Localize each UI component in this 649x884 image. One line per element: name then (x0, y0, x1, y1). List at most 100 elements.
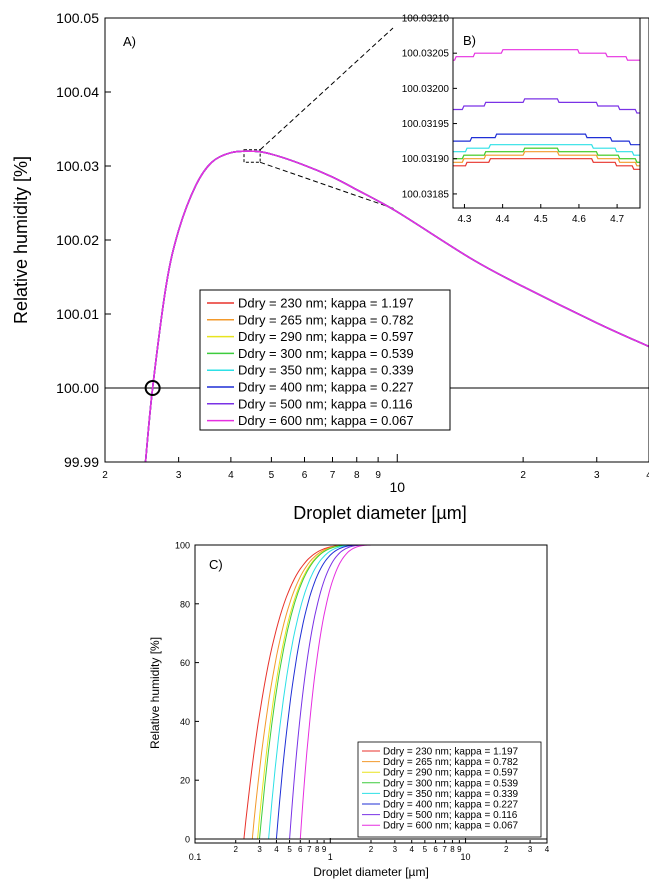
panel-b-series-line (453, 158, 640, 170)
panel-c-legend-label: Ddry = 300 nm; kappa = 0.539 (383, 778, 519, 789)
panel-b-series-line (453, 49, 640, 61)
panel-a-x-tick-label: 4 (228, 470, 234, 481)
panel-a-y-tick-label: 99.99 (64, 454, 99, 470)
panel-c-legend-box (357, 741, 542, 838)
panel-a-legend-label: Ddry = 500 nm; kappa = 0.116 (238, 396, 413, 411)
panel-b-frame (452, 17, 641, 209)
panel-a-x-tick-label: 8 (354, 470, 360, 481)
panel-a-legend-label: Ddry = 265 nm; kappa = 0.782 (238, 312, 414, 327)
panel-c-x-minor-tick-label: 7 (307, 845, 312, 854)
panel-b-x-tick-label: 4.6 (572, 214, 586, 225)
panel-c-y-tick-label: 40 (180, 717, 190, 727)
panel-c-x-major-tick-label: 1 (328, 852, 333, 862)
panel-c-x-minor-tick-label: 2 (233, 845, 238, 854)
panel-a-y-ticks: 100.05 100.04 100.03 100.02 100.01 100.00 99.9… (56, 10, 111, 470)
panel-a-legend-label: Ddry = 350 nm; kappa = 0.339 (238, 363, 414, 378)
panel-a-legend-label: Ddry = 230 nm; kappa = 1.197 (238, 296, 414, 311)
panel-b-curves (453, 49, 640, 170)
panel-c-x-minor-tick-label: 3 (393, 845, 398, 854)
panel-c-legend-label: Ddry = 500 nm; kappa = 0.116 (383, 810, 518, 821)
panel-a-legend-label: Ddry = 600 nm; kappa = 0.067 (238, 413, 414, 428)
panel-c-legend-label: Ddry = 600 nm; kappa = 0.067 (383, 821, 519, 832)
panel-c-x-minor-tick-label: 5 (423, 845, 428, 854)
panel-c-x-minor-tick-label: 3 (257, 845, 262, 854)
panel-c-x-minor-tick-label: 2 (504, 845, 509, 854)
panel-a-y-axis-label: Relative humidity [%] (11, 156, 31, 324)
panel-a-x-tick-label: 7 (330, 470, 336, 481)
panel-c-x-minor-tick-label: 2 (369, 845, 374, 854)
panel-a-y-tick-label: 100.03 (56, 158, 99, 174)
panel-a-series-line (144, 150, 649, 463)
panel-c-x-major-tick-label: 10 (461, 852, 471, 862)
panel-c-x-minor-tick-label: 6 (298, 845, 303, 854)
panel-a-label: A) (123, 34, 136, 49)
panel-c-legend-label: Ddry = 290 nm; kappa = 0.597 (383, 768, 519, 779)
panel-c-x-minor-tick-label: 7 (442, 845, 447, 854)
panel-b-y-tick-label: 100.03190 (402, 154, 450, 165)
panel-a-zoom-box (243, 149, 261, 163)
panel-b-y-tick-label: 100.03185 (402, 189, 450, 200)
panel-a-x-tick-label: 10 (389, 479, 405, 495)
panel-c-x-axis-label: Droplet diameter [µm] (313, 865, 429, 879)
panel-b-series-line (453, 98, 640, 114)
panel-a-marked-point (144, 380, 161, 396)
panel-b-x-tick-label: 4.4 (496, 214, 510, 225)
panel-b-series-line (453, 133, 640, 146)
panel-a-legend-box (199, 289, 451, 431)
panel-c-x-minor-tick-label: 4 (274, 845, 279, 854)
panel-a-y-tick-label: 100.00 (56, 380, 99, 396)
panel-c-y-tick-label: 80 (180, 599, 190, 609)
panel-a-x-axis-label: Droplet diameter [µm] (293, 503, 466, 523)
panel-c-x-minor-tick-label: 9 (322, 845, 327, 854)
panel-a-x-tick-label: 9 (375, 470, 381, 481)
panel-c-y-tick-label: 0 (185, 835, 190, 845)
panel-c-x-minor-tick-label: 3 (528, 845, 533, 854)
panel-b-x-tick-label: 4.3 (457, 214, 471, 225)
panel-a-x-tick-label: 6 (302, 470, 308, 481)
panel-a-x-tick-label: 3 (594, 470, 600, 481)
panel-c-y-tick-label: 100 (175, 541, 190, 551)
panel-b-x-tick-label: 4.7 (610, 214, 624, 225)
panel-a-x-ticks: 2 3 4 5 6 7 8 9 10 2 3 4 (102, 454, 649, 495)
panel-c-x-ticks: 0.1 1 102 3 4 5 6 7 8 9 2 3 4 5 6 7 8 9 2 3 4 (189, 838, 550, 862)
panel-b-x-ticks: 4.3 4.4 4.5 4.6 4.7 (457, 204, 624, 225)
panel-a-x-tick-label: 4 (646, 470, 649, 481)
panel-a-zoom-connector (259, 27, 394, 151)
panel-c-legend-label: Ddry = 350 nm; kappa = 0.339 (383, 789, 519, 800)
panel-c-y-ticks: 100 80 60 40 20 0 (175, 541, 199, 845)
panel-a-x-tick-label: 2 (102, 470, 108, 481)
panel-b-y-tick-label: 100.03205 (402, 49, 450, 60)
panel-a-y-tick-label: 100.04 (56, 84, 99, 100)
panel-a-y-tick-label: 100.01 (56, 306, 99, 322)
panel-c-legend-label: Ddry = 230 nm; kappa = 1.197 (383, 747, 519, 758)
panel-b-x-tick-label: 4.5 (534, 214, 548, 225)
panel-c-y-tick-label: 20 (180, 776, 190, 786)
panel-c-x-major-tick-label: 0.1 (189, 852, 202, 862)
panel-b-y-ticks: 100.03210 100.03205 100.03200 100.03195 100.… (402, 14, 457, 200)
panel-b-y-tick-label: 100.03210 (402, 14, 450, 25)
panel-a: 100.05 100.04 100.03 100.02 100.01 100.00 99.9… (11, 10, 649, 523)
panel-c-x-minor-tick-label: 8 (315, 845, 320, 854)
panel-a-zoom-lines (259, 27, 396, 210)
panel-a-zoom-connector (259, 161, 396, 210)
panel-a-legend-label: Ddry = 290 nm; kappa = 0.597 (238, 329, 414, 344)
panel-b-inset: 100.03210 100.03205 100.03200 100.03195 100.… (402, 14, 641, 225)
panel-c-label: C) (209, 557, 223, 572)
panel-b-y-tick-label: 100.03195 (402, 119, 450, 130)
panel-c-x-minor-tick-label: 9 (457, 845, 462, 854)
panel-b-y-tick-label: 100.03200 (402, 84, 450, 95)
panel-c-x-minor-tick-label: 5 (287, 845, 292, 854)
panel-b-series-line (453, 147, 640, 163)
panel-b-label: B) (463, 33, 476, 48)
panel-c-legend-label: Ddry = 265 nm; kappa = 0.782 (383, 757, 519, 768)
panel-c-legend-label: Ddry = 400 nm; kappa = 0.227 (383, 800, 519, 811)
panel-a-y-tick-label: 100.05 (56, 10, 99, 26)
panel-a-y-tick-label: 100.02 (56, 232, 99, 248)
panel-c-x-minor-tick-label: 6 (433, 845, 438, 854)
panel-c-x-minor-tick-label: 4 (545, 845, 550, 854)
panel-a-x-tick-label: 5 (269, 470, 275, 481)
panel-c-x-minor-tick-label: 8 (450, 845, 455, 854)
